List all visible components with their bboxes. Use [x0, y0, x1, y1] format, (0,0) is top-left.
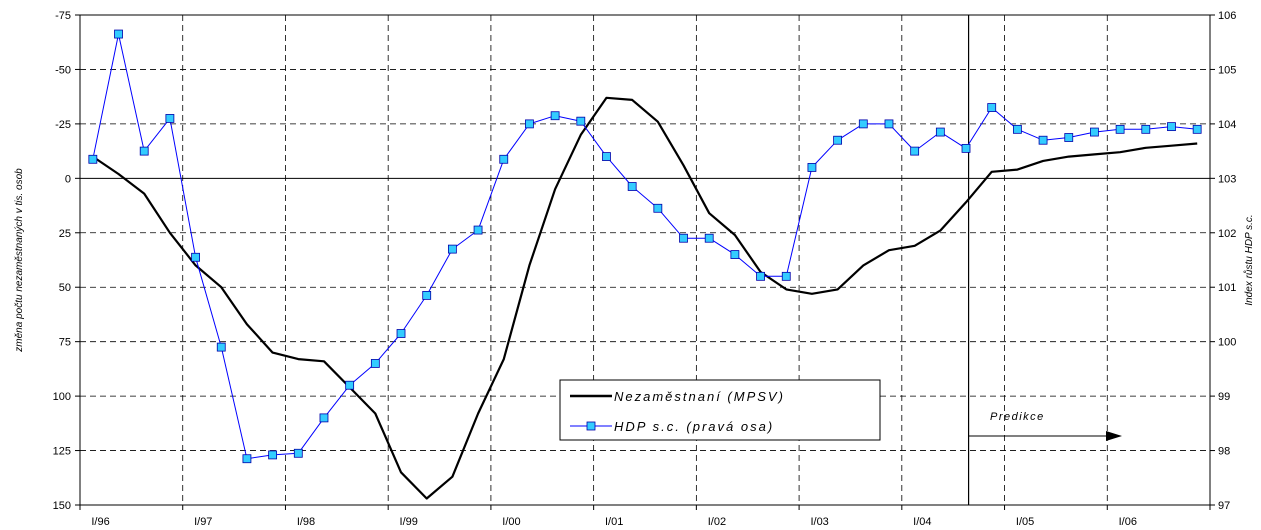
prediction-arrow-head	[1106, 431, 1122, 441]
y-right-tick-label: 97	[1218, 500, 1230, 512]
data-point-hdp	[1167, 122, 1176, 132]
data-point-hdp	[293, 448, 303, 458]
data-point-hdp	[704, 233, 714, 243]
data-point-hdp	[884, 119, 894, 129]
y-right-tick-label: 104	[1218, 119, 1236, 131]
data-point-hdp	[987, 103, 997, 112]
x-tick-label: I/96	[91, 516, 109, 528]
y-right-tick-label: 98	[1218, 446, 1230, 458]
data-point-hdp	[781, 271, 791, 281]
data-point-hdp	[858, 119, 868, 129]
x-tick-label: I/04	[913, 516, 931, 528]
y-right-tick-label: 106	[1218, 10, 1236, 22]
data-point-hdp	[191, 252, 200, 262]
grid	[80, 15, 1210, 505]
x-tick-label: I/99	[400, 516, 418, 528]
y-left-tick-label: 50	[59, 282, 71, 294]
y-right-tick-label: 99	[1218, 391, 1230, 403]
y-left-tick-label: 125	[53, 446, 71, 458]
data-point-hdp	[1192, 124, 1202, 134]
y-right-tick-label: 103	[1218, 173, 1236, 185]
y-left-tick-label: 25	[59, 228, 71, 240]
data-point-hdp	[679, 233, 688, 243]
data-point-hdp	[499, 154, 509, 164]
data-point-hdp	[1038, 135, 1048, 145]
y-left-tick-label: 100	[53, 391, 71, 403]
y-left-tick-label: -75	[55, 10, 71, 22]
data-point-hdp	[268, 450, 278, 460]
data-point-hdp	[114, 29, 123, 39]
data-point-hdp	[216, 342, 226, 352]
data-point-hdp	[653, 203, 663, 213]
data-point-hdp	[1012, 124, 1022, 134]
legend-label-hdp: HDP s.c. (pravá osa)	[614, 419, 774, 434]
y-left-ticks: -75 -50 -25 0 25 50 75 100 125 150	[53, 10, 80, 512]
y-right-tick-label: 101	[1218, 282, 1236, 294]
prediction-annotation: Predikce	[968, 411, 1122, 441]
data-point-hdp	[242, 454, 252, 464]
plot-frame	[79, 14, 1211, 506]
series-layer	[88, 29, 1202, 500]
y-right-axis-title: Index růstu HDP s.c.	[1243, 214, 1255, 305]
data-point-hdp	[370, 359, 380, 368]
y-left-tick-label: -25	[55, 119, 71, 131]
data-point-hdp	[139, 146, 149, 156]
data-point-hdp	[756, 271, 765, 281]
data-point-hdp	[1141, 124, 1151, 134]
legend-swatch-hdp-marker	[586, 421, 596, 431]
data-point-hdp	[422, 290, 432, 300]
x-tick-label: I/98	[297, 516, 315, 528]
legend: Nezaměstnaní (MPSV) HDP s.c. (pravá osa)	[559, 379, 881, 441]
data-point-hdp	[550, 111, 560, 121]
prediction-label: Predikce	[990, 411, 1045, 423]
data-point-hdp	[910, 146, 920, 156]
data-point-hdp	[165, 114, 175, 123]
data-point-hdp	[807, 163, 817, 172]
x-tick-label: I/03	[810, 516, 828, 528]
y-right-ticks: 97 98 99 100 101 102 103 104 105 106	[1210, 10, 1236, 512]
data-point-hdp	[961, 143, 971, 153]
y-left-axis-title: změna počtu nezaměstnaných v tis. osob	[14, 168, 25, 353]
data-point-hdp	[1115, 124, 1125, 134]
data-point-hdp	[473, 225, 483, 235]
data-point-hdp	[345, 380, 355, 390]
x-tick-label: I/05	[1016, 516, 1034, 528]
data-point-hdp	[319, 413, 329, 423]
data-point-hdp	[1090, 127, 1099, 137]
x-tick-label: I/01	[605, 516, 623, 528]
data-point-hdp	[627, 182, 637, 191]
y-left-tick-label: 75	[59, 337, 71, 349]
y-left-tick-label: 0	[65, 173, 71, 185]
x-ticks: I/96 I/97 I/98 I/99 I/00 I/01 I/02 I/03 I/04 I/05…	[79, 505, 1211, 528]
y-left-tick-label: 150	[53, 500, 71, 512]
data-point-hdp	[833, 135, 843, 145]
legend-box	[559, 379, 881, 441]
legend-label-nezamestnani: Nezaměstnaní (MPSV)	[614, 389, 785, 404]
y-right-tick-label: 100	[1218, 337, 1236, 349]
y-left-tick-label: -50	[55, 64, 71, 76]
data-point-hdp	[447, 244, 457, 254]
data-point-hdp	[396, 329, 406, 338]
x-tick-label: I/02	[708, 516, 726, 528]
data-point-hdp	[576, 116, 586, 126]
y-right-tick-label: 102	[1218, 228, 1236, 240]
data-point-hdp	[935, 127, 945, 137]
data-point-hdp	[88, 154, 98, 164]
x-tick-label: I/00	[502, 516, 520, 528]
data-point-hdp	[1064, 133, 1074, 142]
data-point-hdp	[730, 250, 740, 259]
x-tick-label: I/97	[194, 516, 212, 528]
data-point-hdp	[602, 152, 611, 161]
data-point-hdp	[525, 119, 534, 129]
series-line-nezamestnani	[92, 96, 1198, 500]
x-tick-label: I/06	[1119, 516, 1137, 528]
y-right-tick-label: 105	[1218, 64, 1236, 76]
